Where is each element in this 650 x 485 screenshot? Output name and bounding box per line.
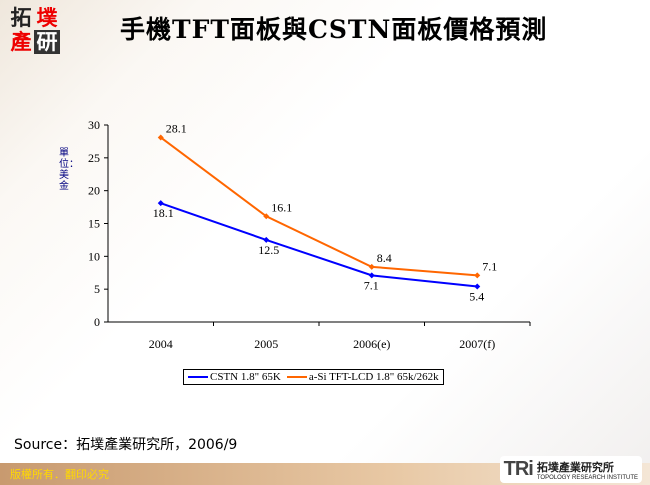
series-line (160, 202, 478, 288)
data-point (474, 272, 481, 279)
data-point (157, 200, 164, 207)
logo-char: 產 (10, 30, 32, 54)
y-tick-label: 5 (94, 282, 100, 296)
chart-legend: CSTN 1.8" 65K a-Si TFT-LCD 1.8" 65k/262k (183, 369, 444, 385)
tri-logo: TRi 拓墣產業研究所 TOPOLOGY RESEARCH INSTITUTE (499, 456, 642, 483)
legend-item-cstn: CSTN 1.8" 65K (188, 371, 281, 383)
y-tick-label: 0 (94, 315, 100, 329)
series-line (160, 136, 478, 277)
data-label: 28.1 (166, 121, 187, 135)
footer-bar: 版權所有．翻印必究 (0, 463, 650, 485)
data-label: 7.1 (364, 278, 379, 292)
source-note: Source：拓墣產業研究所，2006/9 (14, 437, 238, 453)
logo-char: 墣 (36, 6, 58, 30)
y-tick-label: 25 (88, 151, 100, 165)
data-label: 8.4 (377, 251, 392, 265)
logo-char: 拓 (10, 6, 32, 30)
data-point (368, 272, 375, 279)
y-axis-label: 單位：美金 (59, 148, 79, 192)
y-tick-label: 20 (88, 184, 100, 198)
data-label: 7.1 (482, 259, 497, 273)
logo-char: 研 (34, 30, 60, 54)
data-point (263, 236, 270, 243)
brand-mark: TRi (503, 458, 534, 480)
x-tick-label: 2006(e) (353, 337, 390, 351)
logo: 拓墣 產研 (8, 6, 64, 56)
data-label: 12.5 (258, 243, 279, 257)
legend-item-tft: a-Si TFT-LCD 1.8" 65k/262k (286, 371, 439, 383)
brand-cn: 拓墣產業研究所 (536, 460, 614, 474)
x-tick-label: 2004 (149, 337, 173, 351)
y-tick-label: 10 (88, 249, 100, 263)
brand-en: TOPOLOGY RESEARCH INSTITUTE (536, 474, 638, 481)
legend-swatch (188, 376, 208, 378)
legend-swatch (286, 376, 307, 378)
data-point (474, 283, 481, 290)
y-tick-label: 30 (88, 118, 100, 132)
page-title: 手機TFT面板與CSTN面板價格預測 (120, 15, 548, 44)
y-tick-label: 15 (88, 217, 100, 231)
x-tick-label: 2005 (254, 337, 278, 351)
data-label: 18.1 (153, 206, 174, 220)
data-label: 5.4 (469, 290, 484, 304)
legend-label: CSTN 1.8" 65K (210, 371, 281, 383)
copyright-text: 版權所有．翻印必究 (10, 468, 109, 481)
data-point (263, 213, 270, 220)
data-point (157, 134, 164, 141)
legend-label: a-Si TFT-LCD 1.8" 65k/262k (308, 371, 439, 383)
x-tick-label: 2007(f) (459, 337, 495, 351)
data-label: 16.1 (271, 200, 292, 214)
data-point (368, 263, 375, 270)
